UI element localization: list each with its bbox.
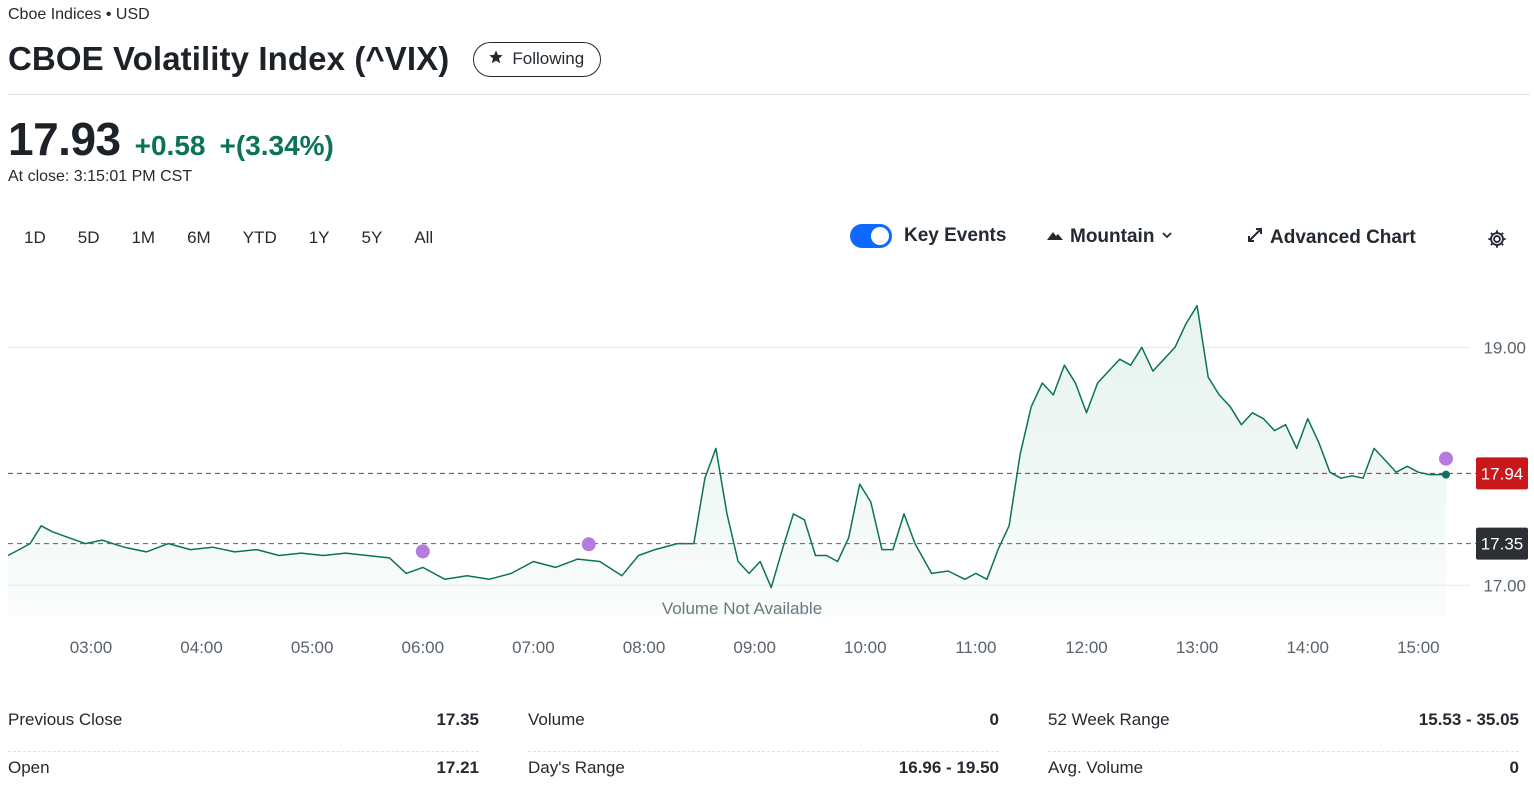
stat-value: 16.96 - 19.50	[898, 758, 999, 777]
stat-label: Avg. Volume	[1048, 758, 1144, 777]
following-button[interactable]: Following	[473, 41, 602, 77]
x-tick-label: 10:00	[844, 638, 887, 657]
chevron-down-icon	[1160, 226, 1174, 248]
page-title: CBOE Volatility Index (^VIX)	[8, 40, 450, 77]
header-divider	[8, 94, 1530, 95]
stat-value: 0	[989, 710, 999, 729]
exchange-line: Cboe Indices • USD	[8, 6, 150, 23]
stat-label: Previous Close	[8, 710, 123, 729]
stat-avg-volume: Avg. Volume 0	[1048, 752, 1519, 785]
stats-column: 52 Week Range 15.53 - 35.05 Avg. Volume …	[1048, 704, 1519, 785]
x-tick-label: 08:00	[623, 638, 666, 657]
x-tick-label: 04:00	[180, 638, 223, 657]
x-tick-label: 12:00	[1065, 638, 1108, 657]
price-area	[8, 305, 1446, 615]
stat-label: Day's Range	[528, 758, 625, 777]
stat-previous-close: Previous Close 17.35	[8, 704, 479, 752]
stat-days-range: Day's Range 16.96 - 19.50	[528, 752, 999, 785]
stat-label: 52 Week Range	[1048, 710, 1170, 729]
current-price-tag-label: 17.94	[1481, 464, 1524, 483]
advanced-chart-button[interactable]: Advanced Chart	[1246, 226, 1416, 250]
gear-icon	[1486, 230, 1508, 253]
stat-label: Volume	[528, 710, 585, 729]
previous-close-tag-label: 17.35	[1481, 535, 1524, 554]
price-chart[interactable]: 19.00 17.00 17.94 17.35 Volume Not Available…	[0, 270, 1534, 670]
close-time: At close: 3:15:01 PM CST	[8, 168, 193, 185]
following-label: Following	[512, 49, 585, 68]
star-icon	[488, 49, 504, 70]
key-events-control: Key Events	[850, 224, 1006, 248]
y-tick-label: 17.00	[1483, 576, 1526, 595]
x-tick-label: 14:00	[1286, 638, 1329, 657]
price-change-percent: +(3.34%)	[219, 130, 334, 161]
range-tab-all[interactable]: All	[398, 224, 449, 252]
x-tick-label: 03:00	[70, 638, 113, 657]
x-tick-label: 07:00	[512, 638, 555, 657]
stat-value: 0	[1509, 758, 1519, 777]
volume-note: Volume Not Available	[662, 599, 822, 618]
range-tab-1m[interactable]: 1M	[115, 224, 171, 252]
stat-value: 15.53 - 35.05	[1418, 710, 1519, 729]
chart-type-label: Mountain	[1070, 226, 1155, 247]
stat-open: Open 17.21	[8, 752, 479, 785]
price-change: +0.58	[134, 130, 206, 161]
x-tick-label: 06:00	[402, 638, 445, 657]
key-events-label: Key Events	[904, 225, 1007, 246]
expand-icon	[1246, 226, 1264, 250]
key-event-dot	[1439, 451, 1453, 466]
stats-grid: Previous Close 17.35 Open 17.21 Volume 0…	[8, 704, 1520, 785]
stat-value: 17.21	[436, 758, 479, 777]
current-price-tag	[1476, 457, 1528, 490]
stat-value: 17.35	[436, 710, 479, 729]
range-tab-5d[interactable]: 5D	[62, 224, 116, 252]
mountain-icon	[1046, 226, 1064, 248]
title-row: CBOE Volatility Index (^VIX) Following	[8, 40, 602, 78]
range-tab-5y[interactable]: 5Y	[346, 224, 399, 252]
x-tick-label: 09:00	[733, 638, 776, 657]
chart-svg: 19.00 17.00 17.94 17.35 Volume Not Available…	[7, 304, 1528, 657]
advanced-chart-label: Advanced Chart	[1270, 227, 1416, 248]
quote-row: 17.93 +0.58 +(3.34%)	[8, 112, 334, 166]
previous-close-tag	[1476, 527, 1528, 560]
key-event-dot	[415, 544, 430, 559]
current-price: 17.93	[8, 113, 121, 165]
stat-52-week-range: 52 Week Range 15.53 - 35.05	[1048, 704, 1519, 752]
y-tick-label: 19.00	[1483, 338, 1526, 357]
price-line	[7, 304, 1446, 589]
stat-volume: Volume 0	[528, 704, 999, 752]
chart-type-dropdown[interactable]: Mountain	[1046, 226, 1174, 248]
stats-column: Volume 0 Day's Range 16.96 - 19.50	[528, 704, 999, 785]
x-tick-label: 05:00	[291, 638, 334, 657]
x-tick-label: 11:00	[955, 638, 996, 657]
last-point-dot	[1442, 470, 1450, 479]
range-tab-1y[interactable]: 1Y	[293, 224, 346, 252]
x-tick-label: 13:00	[1176, 638, 1219, 657]
key-event-dot	[581, 537, 596, 552]
chart-settings-button[interactable]	[1486, 228, 1508, 253]
x-tick-label: 15:00	[1397, 638, 1440, 657]
range-tab-6m[interactable]: 6M	[171, 224, 227, 252]
key-events-toggle[interactable]	[850, 224, 892, 248]
range-tab-1d[interactable]: 1D	[8, 224, 62, 252]
range-tabs: 1D 5D 1M 6M YTD 1Y 5Y All	[8, 224, 449, 252]
stats-column: Previous Close 17.35 Open 17.21	[8, 704, 479, 785]
range-tab-ytd[interactable]: YTD	[227, 224, 293, 252]
stat-label: Open	[8, 758, 50, 777]
